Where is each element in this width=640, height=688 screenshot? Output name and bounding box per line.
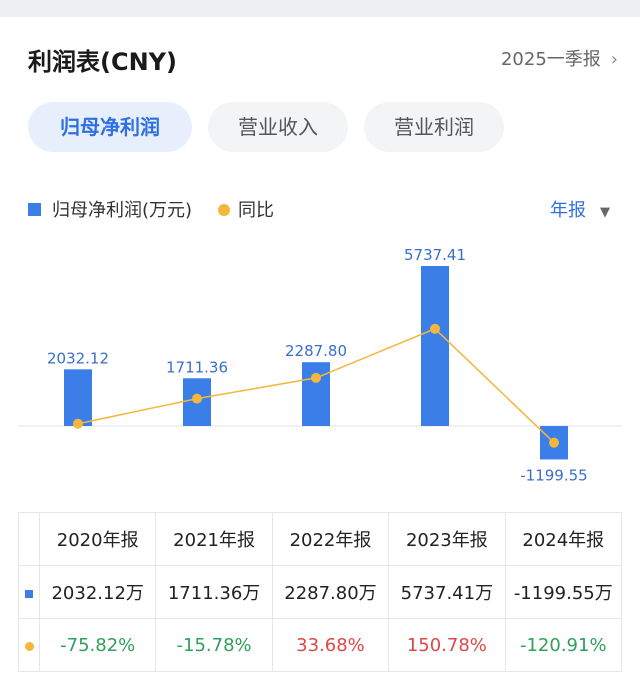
table-value-cell: 5737.41万 xyxy=(388,565,506,619)
yoy-point xyxy=(311,372,321,383)
table-value-cell: 1711.36万 xyxy=(155,565,273,619)
table-yoy-cell: 150.78% xyxy=(388,618,506,672)
line-series-marker xyxy=(24,641,34,651)
table-row-values: 2032.12万 1711.36万 2287.80万 5737.41万 -119… xyxy=(18,565,623,619)
bar-value-label: 2032.12 xyxy=(47,349,109,367)
yoy-point xyxy=(192,393,202,404)
bar xyxy=(64,369,92,426)
report-period-label: 2025一季报 xyxy=(500,49,601,70)
line-legend-marker xyxy=(218,204,230,216)
caret-down-icon: ▼ xyxy=(600,205,610,220)
table-row-marker xyxy=(18,618,40,672)
bar-legend-marker xyxy=(28,203,41,216)
bar xyxy=(302,362,330,426)
report-period-link[interactable]: 2025一季报 › xyxy=(501,45,618,71)
bar-value-label: 5737.41 xyxy=(404,246,466,264)
table-yoy-cell: -120.91% xyxy=(504,618,623,672)
tab-operating-profit[interactable]: 营业利润 xyxy=(364,102,504,152)
report-type-label: 年报 xyxy=(550,200,586,221)
table-corner-cell xyxy=(18,512,40,566)
table-header-cell: 2024年报 xyxy=(504,512,623,566)
table-header-cell: 2023年报 xyxy=(388,512,506,566)
table-row-yoy: -75.82% -15.78% 33.68% 150.78% -120.91% xyxy=(18,618,623,672)
chevron-right-icon: › xyxy=(610,49,618,70)
bar xyxy=(421,266,449,426)
table-header-cell: 2022年报 xyxy=(271,512,390,566)
section-title: 利润表(CNY) xyxy=(28,48,178,76)
data-table: 2020年报 2021年报 2022年报 2023年报 2024年报 2032.… xyxy=(18,512,623,672)
table-value-cell: -1199.55万 xyxy=(504,565,623,619)
bar-legend-label: 归母净利润(万元) xyxy=(52,200,193,221)
table-row-marker xyxy=(18,565,40,619)
table-yoy-cell: -15.78% xyxy=(155,618,273,672)
table-header-row: 2020年报 2021年报 2022年报 2023年报 2024年报 xyxy=(18,512,623,566)
yoy-point xyxy=(430,323,440,334)
top-bar xyxy=(0,0,640,17)
line-legend-label: 同比 xyxy=(238,200,274,221)
tab-net-profit[interactable]: 归母净利润 xyxy=(28,102,192,152)
yoy-point xyxy=(549,437,559,448)
table-value-cell: 2032.12万 xyxy=(38,565,157,619)
bar-value-label: -1199.55 xyxy=(520,466,587,484)
section-header: 利润表(CNY) 2025一季报 › xyxy=(28,38,618,78)
table-header-cell: 2020年报 xyxy=(38,512,157,566)
report-type-dropdown[interactable]: 年报 ▼ xyxy=(550,196,610,222)
bar-value-label: 1711.36 xyxy=(166,358,228,376)
table-header-cell: 2021年报 xyxy=(155,512,273,566)
yoy-point xyxy=(73,418,83,429)
profit-chart: 2032.12 1711.36 2287.80 5737.41 -1199.55 xyxy=(18,246,622,484)
bar-series-marker xyxy=(25,589,33,598)
table-yoy-cell: 33.68% xyxy=(271,618,390,672)
table-value-cell: 2287.80万 xyxy=(271,565,390,619)
bar-value-label: 2287.80 xyxy=(285,342,347,360)
tab-revenue[interactable]: 营业收入 xyxy=(208,102,348,152)
table-yoy-cell: -75.82% xyxy=(38,618,157,672)
